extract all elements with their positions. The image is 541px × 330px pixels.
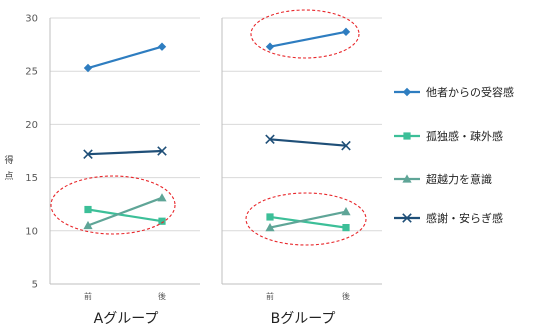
data-point-x bbox=[265, 134, 275, 145]
annotation-ellipse bbox=[250, 9, 360, 59]
series-line-group bbox=[265, 27, 351, 51]
x-marker-stroke bbox=[83, 149, 93, 159]
gridlines bbox=[50, 17, 382, 285]
series-line-group bbox=[266, 213, 350, 232]
y-tick-label: 20 bbox=[25, 120, 38, 131]
series-line bbox=[269, 138, 347, 147]
series-line-group bbox=[265, 207, 351, 232]
x-marker-stroke bbox=[265, 134, 275, 145]
data-point-triangle bbox=[83, 220, 93, 230]
y-tick-label: 10 bbox=[25, 226, 38, 237]
data-point-x bbox=[83, 149, 93, 159]
series-line-group bbox=[265, 134, 351, 151]
legend-label: 超越力を意識 bbox=[426, 172, 492, 186]
y-tick-labels: 5 10 15 20 25 30 bbox=[25, 14, 38, 291]
series-line bbox=[269, 215, 347, 229]
series-line-group bbox=[83, 193, 167, 230]
x-tick-label: 前 bbox=[266, 291, 274, 301]
data-point-diamond bbox=[402, 87, 412, 97]
legend-item: 孤独感・疎外感 bbox=[394, 130, 503, 143]
data-point-x bbox=[402, 213, 412, 223]
data-point-triangle bbox=[157, 193, 167, 202]
x-marker-stroke bbox=[157, 146, 167, 156]
y-tick-label: 15 bbox=[25, 173, 38, 184]
data-point-diamond bbox=[157, 42, 167, 51]
y-tick-label: 30 bbox=[25, 14, 38, 25]
x-tick-label: 後 bbox=[342, 291, 350, 301]
data-point-square bbox=[266, 213, 274, 221]
series-line bbox=[269, 210, 347, 229]
legend-item: 他者からの受容感 bbox=[394, 85, 514, 99]
data-point-square bbox=[342, 224, 350, 232]
series-line bbox=[87, 208, 163, 223]
series-layer bbox=[83, 27, 351, 232]
group-label-a: Aグループ bbox=[94, 311, 159, 327]
legend-label: 孤独感・疎外感 bbox=[426, 130, 503, 143]
data-point-x bbox=[157, 146, 167, 156]
annotation-ellipse bbox=[245, 192, 367, 246]
y-tick-label: 5 bbox=[32, 280, 38, 291]
data-point-square bbox=[158, 217, 166, 225]
y-axis-label-char-2: 点 bbox=[4, 171, 13, 182]
x-tick-label: 後 bbox=[158, 291, 166, 301]
series-line bbox=[87, 149, 163, 156]
x-tick-label: 前 bbox=[84, 291, 92, 301]
legend-label: 感謝・安らぎ感 bbox=[426, 211, 503, 225]
x-tick-labels: 前後前後 bbox=[84, 291, 350, 301]
annotations bbox=[50, 9, 367, 246]
data-point-diamond bbox=[265, 42, 275, 51]
data-point-diamond bbox=[83, 63, 93, 73]
series-line-group bbox=[84, 205, 166, 225]
x-marker-stroke bbox=[341, 140, 351, 151]
data-point-triangle bbox=[341, 207, 351, 216]
data-point-triangle bbox=[265, 223, 275, 232]
data-point-square bbox=[403, 132, 411, 140]
data-point-diamond bbox=[341, 27, 351, 37]
series-line bbox=[269, 30, 347, 48]
series-line bbox=[87, 45, 163, 70]
legend-label: 他者からの受容感 bbox=[426, 85, 514, 99]
annotation-ellipse bbox=[50, 175, 176, 235]
series-line bbox=[87, 196, 163, 227]
data-point-triangle bbox=[402, 174, 412, 183]
y-tick-label: 25 bbox=[25, 67, 38, 78]
series-line-group bbox=[83, 42, 167, 73]
series-line-group bbox=[83, 146, 167, 159]
axes bbox=[49, 18, 382, 285]
x-marker-stroke bbox=[402, 213, 412, 223]
legend-item: 超越力を意識 bbox=[394, 172, 492, 186]
y-axis-label-char-1: 得 bbox=[4, 154, 13, 166]
legend-item: 感謝・安らぎ感 bbox=[394, 211, 503, 225]
data-point-x bbox=[341, 140, 351, 151]
data-point-square bbox=[84, 205, 92, 214]
group-label-b: Bグループ bbox=[271, 311, 336, 327]
